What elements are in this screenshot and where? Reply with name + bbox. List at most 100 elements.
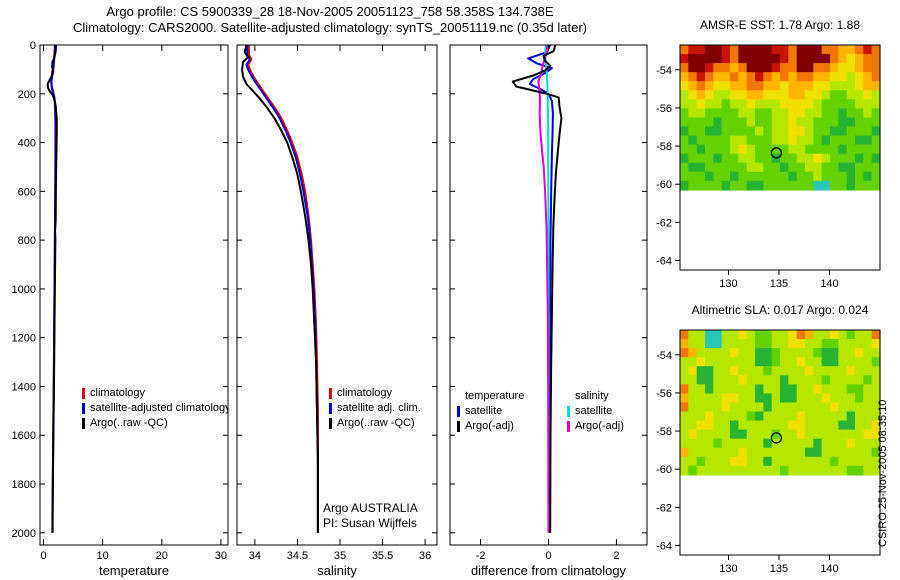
legend-header: salinity xyxy=(575,390,609,402)
tick-label: -56 xyxy=(656,388,672,400)
pi-annotation-line1: Argo AUSTRALIA xyxy=(323,501,418,515)
tick-label: 1000 xyxy=(12,284,36,296)
salinity-ticks xyxy=(237,44,437,545)
temperature-ticks xyxy=(40,44,228,545)
tick-label: -62 xyxy=(656,502,672,514)
csiro-timestamp-watermark: CSIRO 25-Nov-2005 08:35:10 xyxy=(877,399,889,547)
tick-label: 800 xyxy=(18,235,36,247)
tick-label: 0 xyxy=(545,550,551,562)
tick-label: -54 xyxy=(656,350,672,362)
tick-label: 1200 xyxy=(12,333,36,345)
tick-label: 35.5 xyxy=(372,550,393,562)
sal-satellite-color-swatch xyxy=(567,406,570,417)
legend-item: satellite xyxy=(457,404,524,419)
tick-label: -58 xyxy=(656,426,672,438)
climatology-color-swatch xyxy=(329,388,332,399)
tick-label: 35 xyxy=(334,550,346,562)
difference-ticks xyxy=(450,44,647,545)
sla-map-title: Altimetric SLA: 0.017 Argo: 0.024 xyxy=(691,303,869,317)
tick-label: 2000 xyxy=(12,528,36,540)
tick-label: 2 xyxy=(613,550,619,562)
legend-label: climatology xyxy=(337,387,393,399)
tick-label: 34 xyxy=(249,550,261,562)
legend-item: Argo(-adj) xyxy=(567,419,624,434)
salinity-panel: 34 34.5 35 35.5 36 salinity xyxy=(236,44,438,578)
legend-item: Argo(..raw -QC) xyxy=(82,416,228,431)
sla-profile-location-marker xyxy=(770,432,783,444)
legend-item: satellite xyxy=(567,404,624,419)
tick-label: 130 xyxy=(719,563,737,575)
salinity-panel-legend: climatology satellite adj. clim. Argo(..… xyxy=(329,386,421,431)
satellite-adj-clim-color-swatch xyxy=(329,403,332,414)
tick-label: -56 xyxy=(656,103,672,115)
tick-label: -58 xyxy=(656,141,672,153)
sal-argo-adj-color-swatch xyxy=(567,421,570,432)
tick-label: 10 xyxy=(97,550,109,562)
salinity-axes-box xyxy=(236,44,438,546)
tick-label: -60 xyxy=(656,464,672,476)
legend-item: satellite-adjusted climatology xyxy=(82,401,228,416)
tick-label: 1600 xyxy=(12,430,36,442)
argo-color-swatch xyxy=(329,418,332,429)
legend-label: Argo(-adj) xyxy=(465,420,514,432)
legend-label: Argo(..raw -QC) xyxy=(337,417,415,429)
tick-label: 140 xyxy=(820,563,838,575)
legend-item: Argo(-adj) xyxy=(457,419,524,434)
argo-color-swatch xyxy=(82,418,85,429)
legend-label: satellite xyxy=(465,405,503,417)
difference-legend-temperature-column: temperature satellite Argo(-adj) xyxy=(457,389,524,434)
legend-label: Argo(-adj) xyxy=(575,420,624,432)
temperature-axes-box xyxy=(39,44,229,546)
tick-label: -54 xyxy=(656,65,672,77)
tick-label: 130 xyxy=(719,278,737,290)
temperature-panel-legend: climatology satellite-adjusted climatolo… xyxy=(82,386,228,431)
legend-item: climatology xyxy=(329,386,421,401)
tick-label: 400 xyxy=(18,138,36,150)
tick-label: -60 xyxy=(656,179,672,191)
sla-field-cells xyxy=(680,330,881,476)
difference-curve-magenta xyxy=(537,45,550,533)
sla-axes-box xyxy=(679,329,881,556)
tick-label: -64 xyxy=(656,540,672,552)
temperature-axis-label: temperature xyxy=(99,563,169,578)
figure-title-line1: Argo profile: CS 5900339_28 18-Nov-2005 … xyxy=(106,4,554,19)
salinity-curve-red xyxy=(247,45,319,533)
temperature-panel: 0 10 20 30 0 200 400 600 800 1000 1200 1400 1600 1800… xyxy=(12,40,229,578)
tick-label: 1400 xyxy=(12,381,36,393)
legend-item: Argo(..raw -QC) xyxy=(329,416,421,431)
tick-label: 0 xyxy=(40,550,46,562)
sst-map: 130 135 140 -54 -56 -58 -60 -62 -64 xyxy=(656,44,881,290)
sla-map: 130 135 140 -54 -56 -58 -60 -62 -64 xyxy=(656,329,881,575)
sst-profile-location-marker xyxy=(770,147,783,159)
tick-label: 1800 xyxy=(12,479,36,491)
tick-label: 600 xyxy=(18,186,36,198)
climatology-color-swatch xyxy=(82,388,85,399)
tick-label: 30 xyxy=(215,550,227,562)
difference-legend-salinity-column: salinity satellite Argo(-adj) xyxy=(567,389,624,434)
tick-label: 135 xyxy=(770,278,788,290)
difference-curve-blue xyxy=(527,45,554,533)
tick-label: -62 xyxy=(656,217,672,229)
tick-label: -64 xyxy=(656,255,672,267)
legend-item: satellite adj. clim. xyxy=(329,401,421,416)
temperature-curve-black xyxy=(46,45,58,533)
legend-item: climatology xyxy=(82,386,228,401)
tick-label: 140 xyxy=(820,278,838,290)
sla-ticks xyxy=(675,354,830,560)
tick-label: -2 xyxy=(476,550,486,562)
salinity-axis-label: salinity xyxy=(317,563,357,578)
difference-axis-label: difference from climatology xyxy=(471,563,627,578)
temperature-curves xyxy=(46,45,58,533)
tick-label: 0 xyxy=(30,40,36,52)
legend-header: temperature xyxy=(465,390,525,402)
sst-map-title: AMSR-E SST: 1.78 Argo: 1.88 xyxy=(699,18,861,32)
temp-satellite-color-swatch xyxy=(457,406,460,417)
tick-label: 34.5 xyxy=(287,550,308,562)
salinity-curve-black xyxy=(241,45,319,533)
sst-ticks xyxy=(675,69,830,275)
figure-title-line2: Climatology: CARS2000. Satellite-adjuste… xyxy=(72,20,587,35)
satellite-adjusted-color-swatch xyxy=(82,403,85,414)
